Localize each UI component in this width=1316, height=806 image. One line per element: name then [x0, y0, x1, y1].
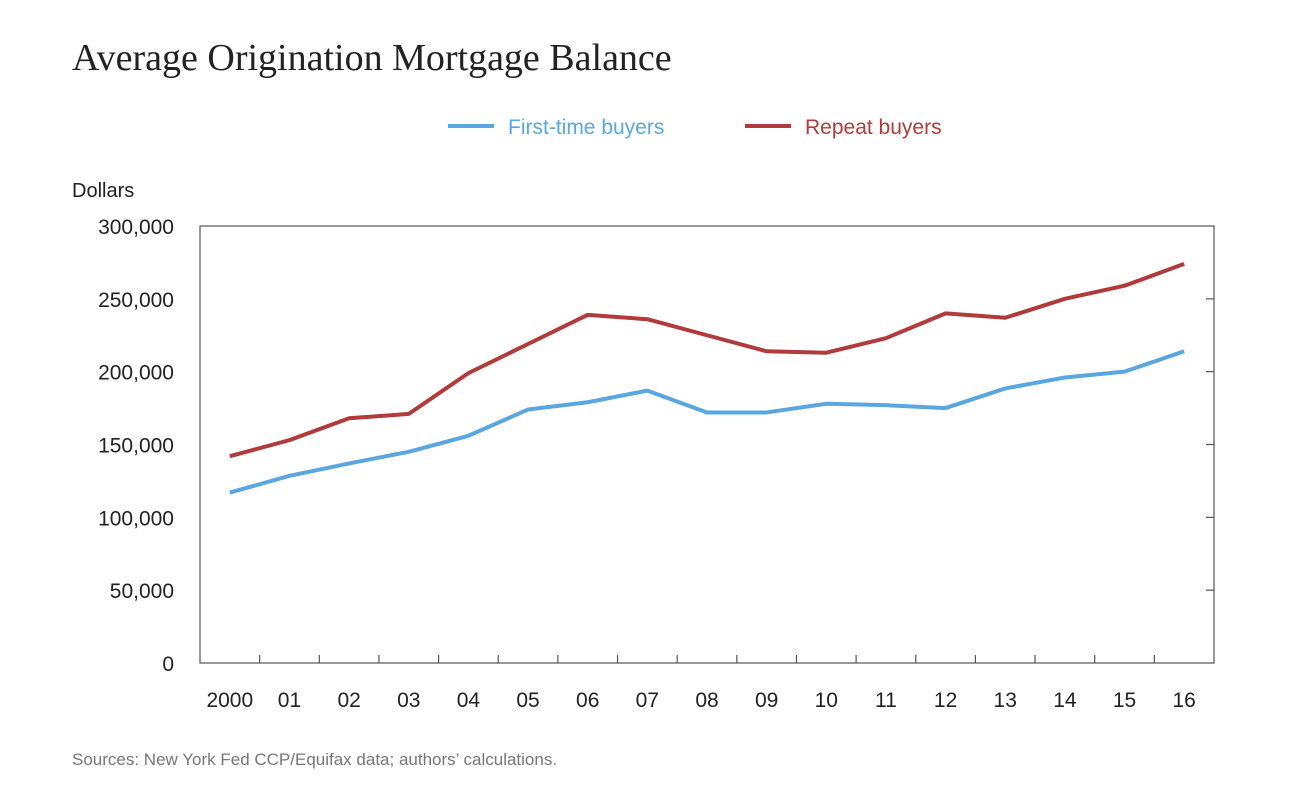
- y-tick-label: 0: [162, 653, 174, 676]
- y-tick-label: 300,000: [98, 216, 174, 239]
- x-tick-label: 12: [934, 689, 957, 712]
- source-note: Sources: New York Fed CCP/Equifax data; …: [72, 750, 558, 769]
- y-tick-label: 100,000: [98, 507, 174, 530]
- x-tick-label: 11: [875, 689, 897, 712]
- x-tick-label: 09: [755, 689, 778, 712]
- plot-frame: [199, 225, 1215, 664]
- x-tick-label: 03: [397, 689, 420, 712]
- x-tick-label: 05: [516, 689, 539, 712]
- x-tick-label: 2000: [206, 689, 253, 712]
- legend-label: Repeat buyers: [805, 116, 942, 139]
- y-tick-label: 200,000: [98, 362, 174, 385]
- x-tick-label: 06: [576, 689, 599, 712]
- x-tick-label: 16: [1172, 689, 1195, 712]
- series-line-repeat: [229, 261, 1185, 459]
- x-tick-label: 13: [994, 689, 1017, 712]
- series-line-first-time: [229, 349, 1185, 495]
- x-tick-label: 01: [278, 689, 301, 712]
- chart-title: Average Origination Mortgage Balance: [72, 37, 672, 79]
- y-tick-label: 50,000: [110, 580, 174, 603]
- x-tick-label: 04: [457, 689, 481, 712]
- legend-label: First-time buyers: [508, 116, 664, 139]
- y-axis-label: Dollars: [72, 180, 134, 202]
- x-tick-label: 08: [695, 689, 718, 712]
- x-tick-label: 15: [1113, 689, 1136, 712]
- x-tick-label: 02: [337, 689, 360, 712]
- y-tick-label: 250,000: [98, 289, 174, 312]
- x-tick-label: 10: [815, 689, 838, 712]
- x-tick-label: 14: [1053, 689, 1077, 712]
- x-tick-label: 07: [636, 689, 659, 712]
- y-tick-label: 150,000: [98, 435, 174, 458]
